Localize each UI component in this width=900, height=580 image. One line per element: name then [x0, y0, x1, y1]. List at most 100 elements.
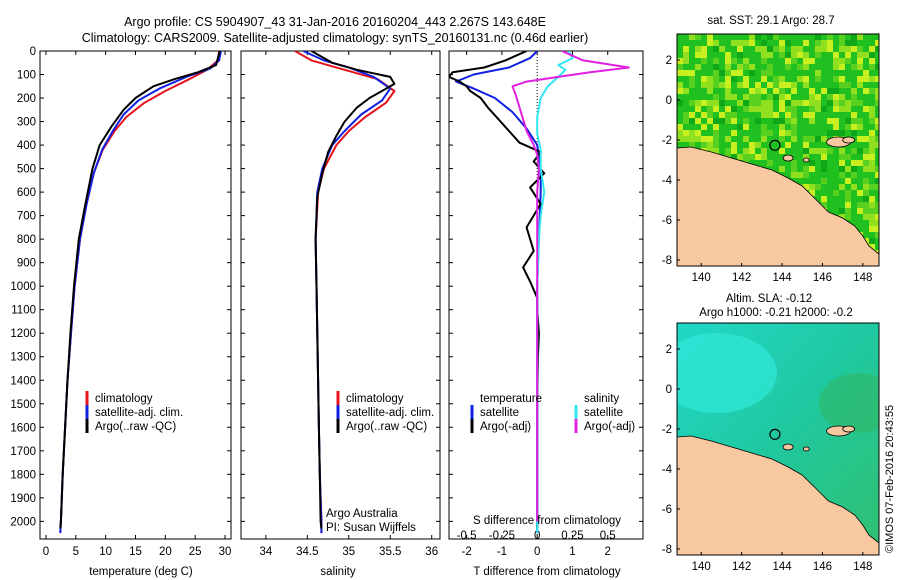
sst-cell — [683, 88, 689, 94]
sst-cell — [779, 94, 785, 100]
y-tick-label: 200 — [17, 93, 36, 105]
sst-cell — [845, 190, 851, 196]
sst-cell — [707, 106, 713, 112]
legend-label-climatology: climatology — [346, 393, 404, 405]
sst-cell — [725, 64, 731, 70]
sst-cell — [683, 70, 689, 76]
sst-cell — [863, 106, 869, 112]
sst-cell — [827, 40, 833, 46]
y-tick-label: 2000 — [10, 516, 36, 528]
sst-cell — [857, 58, 863, 64]
sst-cell — [749, 154, 755, 160]
sst-cell — [833, 64, 839, 70]
sst-cell — [815, 70, 821, 76]
sst-cell — [677, 100, 683, 106]
sst-cell — [839, 64, 845, 70]
x-tick-label: 34 — [259, 546, 272, 558]
x-tick-label: 20 — [159, 546, 172, 558]
sst-cell — [761, 88, 767, 94]
y-tick-label: 1200 — [10, 328, 36, 340]
sst-cell — [815, 46, 821, 52]
sst-cell — [689, 76, 695, 82]
legend-label-satellite: satellite-adj. clim. — [95, 407, 183, 419]
sst-cell — [821, 178, 827, 184]
sla-map-subtitle: Argo h1000: -0.21 h2000: -0.2 — [699, 307, 852, 319]
map-x-tick-label: 140 — [692, 561, 711, 573]
sst-cell — [713, 58, 719, 64]
sst-cell — [773, 94, 779, 100]
sst-cell — [701, 136, 707, 142]
sst-cell — [761, 58, 767, 64]
sst-cell — [839, 166, 845, 172]
sst-cell — [791, 46, 797, 52]
land-mass — [677, 435, 879, 555]
sst-cell — [773, 46, 779, 52]
sst-cell — [749, 34, 755, 40]
sst-cell — [761, 136, 767, 142]
legend-title-salinity: salinity — [584, 393, 619, 405]
sst-cell — [875, 76, 879, 82]
series-line-climatology — [59, 51, 221, 534]
sst-cell — [791, 124, 797, 130]
sst-cell — [731, 142, 737, 148]
sst-cell — [839, 106, 845, 112]
sla-map-title: Altim. SLA: -0.12 — [726, 293, 812, 305]
sst-cell — [833, 190, 839, 196]
sst-cell — [701, 82, 707, 88]
sst-cell — [875, 118, 879, 124]
sst-cell — [845, 166, 851, 172]
sst-cell — [713, 82, 719, 88]
map-frame — [676, 33, 880, 267]
sst-cell — [857, 148, 863, 154]
sst-cell — [875, 100, 879, 106]
sst-cell — [779, 40, 785, 46]
sst-cell — [809, 118, 815, 124]
sst-cell — [737, 52, 743, 58]
sst-cell — [797, 52, 803, 58]
sst-cell — [677, 130, 683, 136]
s-tick-label: 0.5 — [600, 530, 616, 542]
sst-cell — [821, 46, 827, 52]
y-tick-label: 1800 — [10, 469, 36, 481]
legend-label-argo: Argo(..raw -QC) — [346, 421, 427, 433]
argo-australia-label: Argo Australia — [326, 508, 398, 520]
plot-frame — [240, 50, 441, 540]
sst-cell — [719, 118, 725, 124]
sst-cell — [857, 64, 863, 70]
sst-cell — [809, 190, 815, 196]
sst-cell — [851, 88, 857, 94]
legend-label-t-satellite: satellite — [480, 407, 519, 419]
sst-cell — [875, 226, 879, 232]
sst-cell — [869, 130, 875, 136]
sst-cell — [827, 94, 833, 100]
sst-cell — [791, 52, 797, 58]
sst-cell — [731, 130, 737, 136]
sst-cell — [743, 100, 749, 106]
sst-cell — [779, 136, 785, 142]
sst-cell — [875, 64, 879, 70]
sst-cell — [737, 70, 743, 76]
sst-cell — [725, 58, 731, 64]
x-tick-label: 30 — [219, 546, 232, 558]
sst-cell — [833, 88, 839, 94]
sst-cell — [803, 172, 809, 178]
sst-cell — [869, 142, 875, 148]
series-line-argo-raw-qc — [59, 51, 221, 529]
sst-cell — [809, 106, 815, 112]
map-x-tick-label: 142 — [732, 561, 751, 573]
sst-cell — [761, 130, 767, 136]
sst-cell — [803, 112, 809, 118]
sst-cell — [737, 82, 743, 88]
difference-panel: -2 -1 0 1 2 -0.5 -0.25 0 0.25 0.5 — [448, 50, 644, 558]
imos-timestamp: ©IMOS 07-Feb-2016 20:43:55 — [884, 405, 896, 553]
sst-cell — [851, 40, 857, 46]
sst-cell — [863, 148, 869, 154]
sst-cell — [857, 76, 863, 82]
sst-cell — [725, 94, 731, 100]
sst-cell — [845, 214, 851, 220]
sst-cell — [803, 40, 809, 46]
sst-cell — [869, 220, 875, 226]
sst-cell — [815, 94, 821, 100]
sst-cell — [743, 124, 749, 130]
sst-cell — [749, 100, 755, 106]
